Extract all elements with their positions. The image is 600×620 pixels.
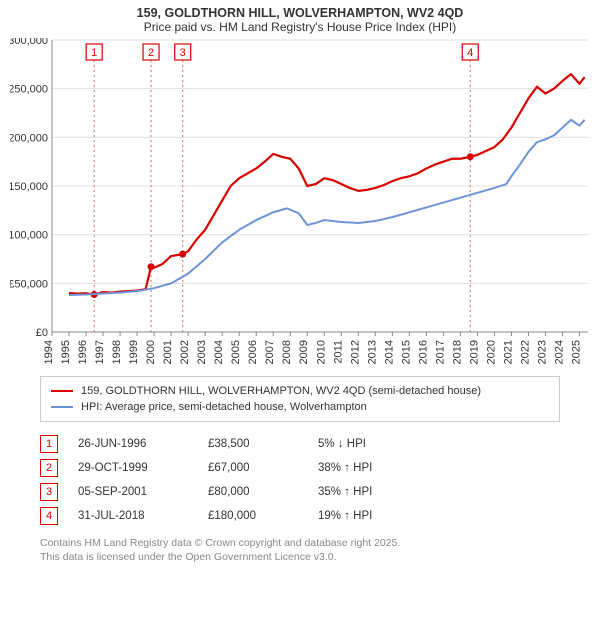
event-number: 4 bbox=[40, 507, 58, 525]
svg-text:2: 2 bbox=[148, 47, 154, 59]
svg-text:£150,000: £150,000 bbox=[10, 181, 48, 193]
event-number: 1 bbox=[40, 435, 58, 453]
legend-item-hpi: HPI: Average price, semi-detached house,… bbox=[51, 399, 549, 415]
footer-line: This data is licensed under the Open Gov… bbox=[40, 550, 560, 564]
event-row: 1 26-JUN-1996 £38,500 5% ↓ HPI bbox=[40, 432, 560, 456]
svg-text:2009: 2009 bbox=[298, 340, 310, 364]
event-row: 2 29-OCT-1999 £67,000 38% ↑ HPI bbox=[40, 456, 560, 480]
svg-text:1998: 1998 bbox=[111, 340, 123, 364]
svg-text:2025: 2025 bbox=[570, 340, 582, 364]
svg-text:2006: 2006 bbox=[247, 340, 259, 364]
svg-text:2010: 2010 bbox=[315, 340, 327, 364]
event-delta: 35% ↑ HPI bbox=[318, 486, 438, 498]
svg-text:£0: £0 bbox=[36, 327, 48, 339]
event-number: 3 bbox=[40, 483, 58, 501]
event-price: £80,000 bbox=[208, 486, 308, 498]
svg-text:2022: 2022 bbox=[519, 340, 531, 364]
svg-text:2018: 2018 bbox=[451, 340, 463, 364]
legend-swatch bbox=[51, 406, 73, 408]
event-table: 1 26-JUN-1996 £38,500 5% ↓ HPI 2 29-OCT-1999 £… bbox=[40, 432, 560, 528]
event-price: £38,500 bbox=[208, 438, 308, 450]
svg-text:2015: 2015 bbox=[400, 340, 412, 364]
svg-text:2019: 2019 bbox=[468, 340, 480, 364]
chart-title: 159, GOLDTHORN HILL, WOLVERHAMPTON, WV2 … bbox=[10, 6, 590, 20]
svg-text:2000: 2000 bbox=[145, 340, 157, 364]
svg-text:1995: 1995 bbox=[60, 340, 72, 364]
svg-text:2003: 2003 bbox=[196, 340, 208, 364]
footer-line: Contains HM Land Registry data © Crown c… bbox=[40, 536, 560, 550]
chart: £0 £50,000 £100,000 £150,000 £200,000 £250,00… bbox=[10, 38, 590, 368]
event-price: £67,000 bbox=[208, 462, 308, 474]
svg-text:3: 3 bbox=[180, 47, 186, 59]
legend-label: HPI: Average price, semi-detached house,… bbox=[81, 401, 367, 413]
event-delta: 19% ↑ HPI bbox=[318, 510, 438, 522]
svg-text:2014: 2014 bbox=[383, 340, 395, 364]
event-date: 05-SEP-2001 bbox=[78, 486, 198, 498]
svg-text:2017: 2017 bbox=[434, 340, 446, 364]
event-row: 3 05-SEP-2001 £80,000 35% ↑ HPI bbox=[40, 480, 560, 504]
svg-text:£300,000: £300,000 bbox=[10, 38, 48, 47]
svg-text:1994: 1994 bbox=[43, 340, 55, 364]
svg-text:2016: 2016 bbox=[417, 340, 429, 364]
svg-text:2005: 2005 bbox=[230, 340, 242, 364]
svg-text:£100,000: £100,000 bbox=[10, 230, 48, 242]
svg-text:2020: 2020 bbox=[485, 340, 497, 364]
svg-text:2002: 2002 bbox=[179, 340, 191, 364]
event-date: 26-JUN-1996 bbox=[78, 438, 198, 450]
svg-text:2021: 2021 bbox=[502, 340, 514, 364]
svg-text:1997: 1997 bbox=[94, 340, 106, 364]
legend-swatch bbox=[51, 390, 73, 392]
svg-text:2008: 2008 bbox=[281, 340, 293, 364]
event-number: 2 bbox=[40, 459, 58, 477]
svg-text:£250,000: £250,000 bbox=[10, 84, 48, 96]
svg-text:4: 4 bbox=[467, 47, 473, 59]
svg-text:2004: 2004 bbox=[213, 340, 225, 364]
svg-text:1: 1 bbox=[91, 47, 97, 59]
svg-text:2013: 2013 bbox=[366, 340, 378, 364]
chart-subtitle: Price paid vs. HM Land Registry's House … bbox=[10, 20, 590, 34]
svg-text:2001: 2001 bbox=[162, 340, 174, 364]
svg-text:2012: 2012 bbox=[349, 340, 361, 364]
svg-text:1996: 1996 bbox=[77, 340, 89, 364]
svg-text:2024: 2024 bbox=[553, 340, 565, 364]
legend: 159, GOLDTHORN HILL, WOLVERHAMPTON, WV2 … bbox=[40, 376, 560, 422]
plot-svg: £0 £50,000 £100,000 £150,000 £200,000 £250,00… bbox=[10, 38, 590, 368]
event-price: £180,000 bbox=[208, 510, 308, 522]
svg-text:2007: 2007 bbox=[264, 340, 276, 364]
svg-text:2011: 2011 bbox=[332, 340, 344, 364]
svg-text:1999: 1999 bbox=[128, 340, 140, 364]
event-date: 29-OCT-1999 bbox=[78, 462, 198, 474]
event-delta: 38% ↑ HPI bbox=[318, 462, 438, 474]
event-delta: 5% ↓ HPI bbox=[318, 438, 438, 450]
event-date: 31-JUL-2018 bbox=[78, 510, 198, 522]
title-block: 159, GOLDTHORN HILL, WOLVERHAMPTON, WV2 … bbox=[0, 0, 600, 38]
legend-item-price: 159, GOLDTHORN HILL, WOLVERHAMPTON, WV2 … bbox=[51, 383, 549, 399]
event-row: 4 31-JUL-2018 £180,000 19% ↑ HPI bbox=[40, 504, 560, 528]
svg-text:£200,000: £200,000 bbox=[10, 132, 48, 144]
legend-label: 159, GOLDTHORN HILL, WOLVERHAMPTON, WV2 … bbox=[81, 385, 481, 397]
footer: Contains HM Land Registry data © Crown c… bbox=[40, 536, 560, 564]
svg-text:£50,000: £50,000 bbox=[10, 278, 48, 290]
svg-text:2023: 2023 bbox=[536, 340, 548, 364]
